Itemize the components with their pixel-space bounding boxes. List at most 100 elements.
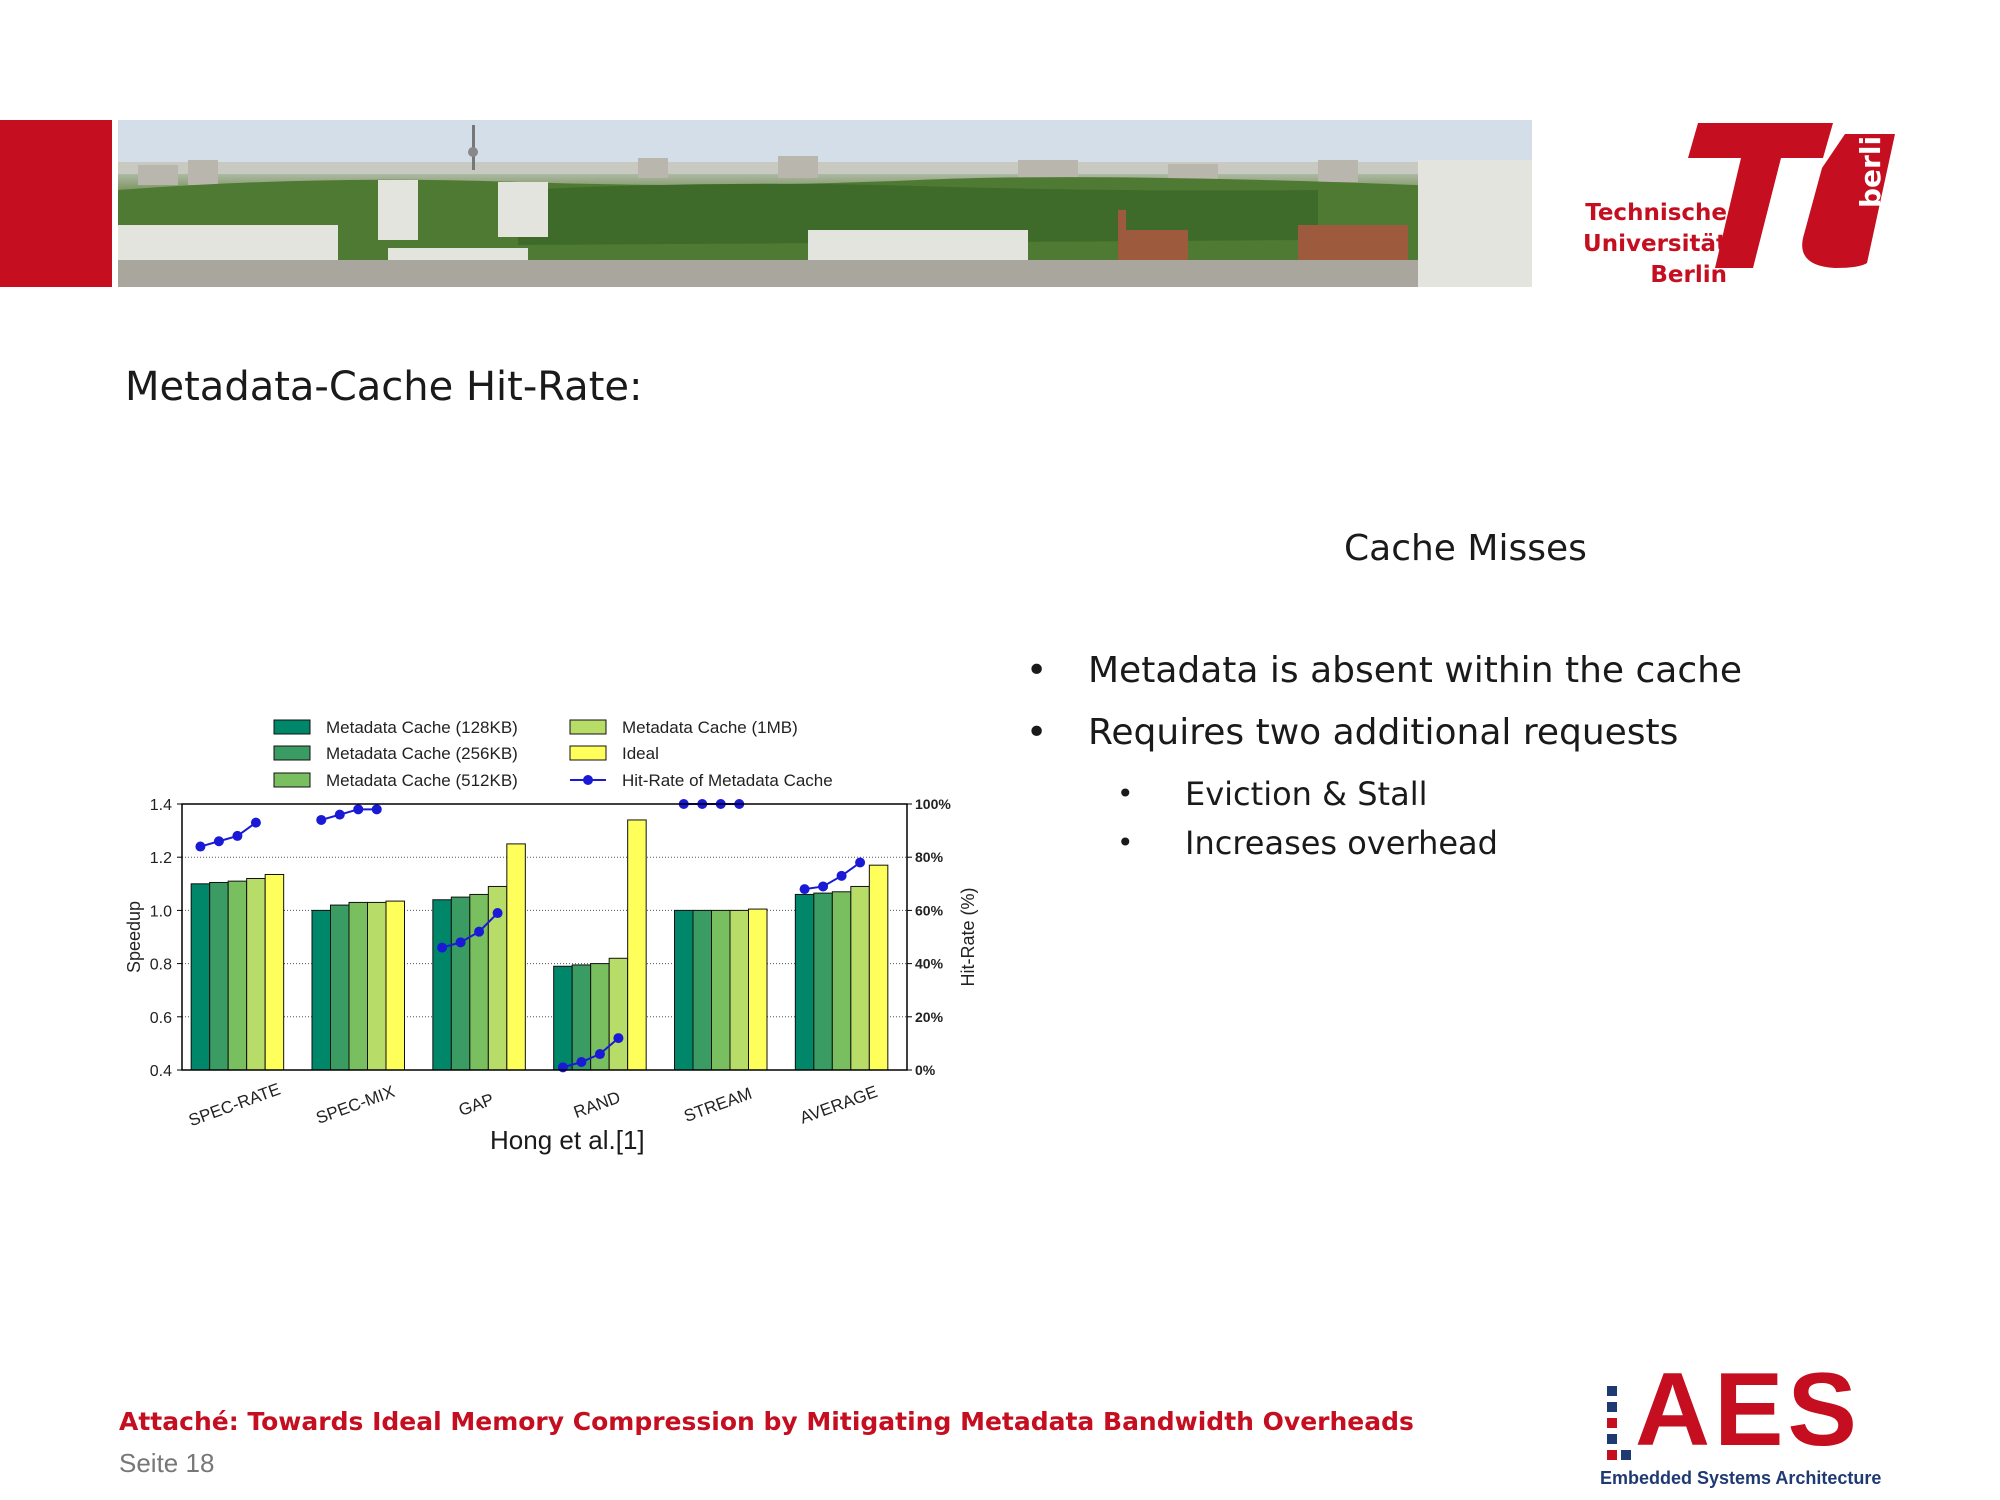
hit-rate-point bbox=[855, 857, 866, 868]
legend-label: Metadata Cache (1MB) bbox=[622, 718, 798, 737]
aes-wordmark: AES bbox=[1635, 1352, 1861, 1468]
bar bbox=[311, 909, 331, 1071]
y-axis-label: Speedup bbox=[124, 901, 144, 973]
y2-axis-label: Hit-Rate (%) bbox=[958, 887, 978, 986]
legend-swatch bbox=[273, 719, 311, 735]
sub-bullet-item: • Increases overhead bbox=[1020, 821, 1742, 870]
y-tick-label: 0.6 bbox=[150, 1010, 172, 1027]
aes-subtitle: Embedded Systems Architecture bbox=[1600, 1468, 1882, 1488]
hit-rate-line bbox=[562, 1037, 620, 1069]
hit-rate-point bbox=[455, 937, 466, 948]
tu-berlin-logo: berlin bbox=[1575, 116, 1915, 298]
hit-rate-point bbox=[492, 908, 503, 919]
hit-rate-point bbox=[613, 1033, 624, 1044]
hit-rate-point bbox=[474, 926, 485, 937]
hit-rate-line bbox=[804, 861, 861, 891]
sub-bullet-text: Eviction & Stall bbox=[1185, 775, 1428, 813]
legend-label: Hit-Rate of Metadata Cache bbox=[622, 771, 833, 790]
y2-tick-label: 40% bbox=[915, 956, 944, 972]
bullet-dot-icon: • bbox=[1117, 777, 1134, 810]
bar bbox=[432, 899, 452, 1071]
bar bbox=[850, 885, 870, 1071]
bar bbox=[692, 909, 712, 1071]
bar bbox=[227, 880, 248, 1071]
hit-rate-line bbox=[320, 808, 377, 821]
footer-paper-title: Attaché: Towards Ideal Memory Compressio… bbox=[119, 1407, 1414, 1436]
bar bbox=[868, 864, 889, 1071]
bullet-list: • Metadata is absent within the cache • Re… bbox=[1020, 648, 1742, 870]
speedup-hitrate-chart: 0.4 0.6 0.8 1.0 1.2 1.4 0% 20% 40% 60% 80% 100% SPEC… bbox=[124, 718, 978, 1130]
hit-rate-point bbox=[213, 836, 224, 847]
hit-rate-point bbox=[195, 841, 206, 852]
hit-rate-point bbox=[316, 814, 327, 825]
bar bbox=[674, 909, 694, 1071]
bar bbox=[450, 896, 471, 1071]
bullet-item: • Requires two additional requests bbox=[1020, 710, 1742, 772]
y2-tick-label: 100% bbox=[915, 796, 951, 812]
bar bbox=[330, 904, 350, 1071]
tu-vertical-label: berlin bbox=[1854, 118, 1887, 208]
bar bbox=[813, 892, 833, 1071]
hit-rate-point bbox=[799, 884, 810, 895]
bullet-dot-icon: • bbox=[1026, 712, 1048, 753]
y-tick-label: 1.4 bbox=[150, 797, 172, 814]
x-tick-label: AVERAGE bbox=[797, 1082, 880, 1128]
hit-rate-point bbox=[437, 942, 448, 953]
y2-tick-label: 20% bbox=[915, 1009, 944, 1025]
x-tick-label: GAP bbox=[456, 1090, 496, 1120]
bullet-text: Requires two additional requests bbox=[1088, 712, 1679, 753]
legend-swatch bbox=[569, 719, 607, 735]
legend-label: Metadata Cache (128KB) bbox=[326, 718, 518, 737]
y2-tick-label: 0% bbox=[915, 1062, 936, 1078]
y-tick-label: 1.2 bbox=[150, 850, 172, 867]
bullet-dot-icon: • bbox=[1026, 650, 1048, 691]
hit-rate-line bbox=[200, 821, 257, 848]
hit-rate-point bbox=[371, 804, 382, 815]
sub-bullet-text: Increases overhead bbox=[1185, 824, 1498, 862]
x-tick-label: SPEC-MIX bbox=[314, 1082, 398, 1128]
x-tick-label: SPEC-RATE bbox=[186, 1079, 283, 1130]
hit-rate-point bbox=[576, 1057, 587, 1068]
legend-swatch bbox=[273, 745, 311, 761]
hit-rate-point bbox=[594, 1049, 605, 1060]
y-tick-label: 0.8 bbox=[150, 957, 172, 974]
tu-line-3: Berlin bbox=[1650, 262, 1727, 288]
bar bbox=[385, 900, 405, 1071]
chart-caption: Hong et al.[1] bbox=[490, 1125, 645, 1155]
hit-rate-point bbox=[818, 881, 829, 892]
y-tick-label: 1.0 bbox=[150, 903, 172, 920]
page-number: Seite 18 bbox=[119, 1448, 215, 1478]
bar bbox=[246, 877, 266, 1071]
tu-logo-mark: berlin bbox=[1688, 116, 1895, 268]
hit-rate-line bbox=[441, 912, 499, 949]
bar bbox=[367, 901, 387, 1071]
bar bbox=[748, 908, 768, 1071]
bullet-text: Metadata is absent within the cache bbox=[1088, 650, 1743, 691]
x-tick-label: STREAM bbox=[681, 1084, 754, 1126]
aes-logo bbox=[1595, 1366, 1915, 1490]
bullet-dot-icon: • bbox=[1117, 826, 1134, 859]
bar bbox=[571, 964, 592, 1071]
hit-rate-point bbox=[353, 804, 364, 815]
legend-label: Metadata Cache (512KB) bbox=[326, 771, 518, 790]
legend-label: Ideal bbox=[622, 744, 659, 763]
tu-line-2: Universität bbox=[1583, 231, 1727, 257]
bar bbox=[209, 881, 229, 1071]
hit-rate-point bbox=[250, 817, 261, 828]
berlin-skyline-banner bbox=[118, 120, 1532, 287]
y2-tick-label: 80% bbox=[915, 849, 944, 865]
section-heading: Cache Misses bbox=[1344, 528, 1587, 569]
hit-rate-point bbox=[334, 809, 345, 820]
bar bbox=[348, 901, 368, 1071]
bar bbox=[553, 965, 573, 1071]
y2-tick-label: 60% bbox=[915, 902, 944, 918]
header-red-block bbox=[0, 120, 112, 287]
hit-rate-point bbox=[836, 870, 847, 881]
hit-rate-point bbox=[232, 830, 243, 841]
bar bbox=[469, 893, 489, 1071]
bar bbox=[711, 909, 731, 1071]
sub-bullet-item: • Eviction & Stall bbox=[1020, 772, 1742, 821]
skyline-image bbox=[118, 120, 1532, 287]
bar bbox=[831, 891, 852, 1071]
bar bbox=[794, 893, 815, 1071]
